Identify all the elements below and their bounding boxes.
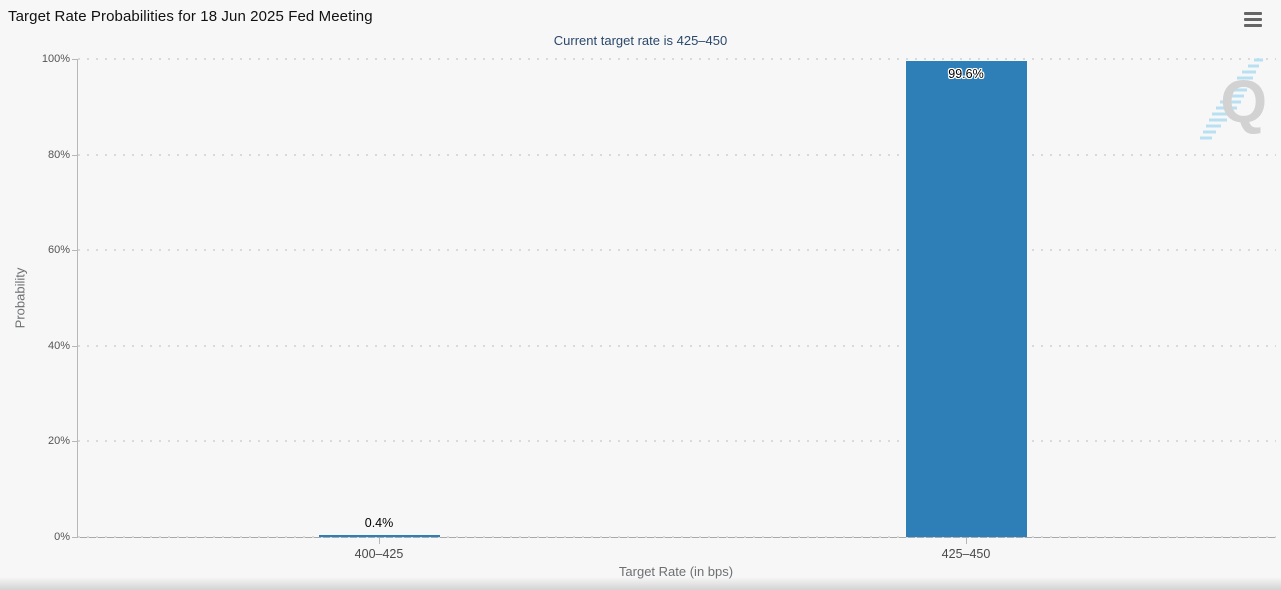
gridline-20 (78, 440, 1276, 443)
y-tick-mark (72, 441, 78, 443)
gridline-60 (78, 249, 1276, 252)
page-title: Target Rate Probabilities for 18 Jun 202… (8, 8, 373, 25)
hamburger-icon (1244, 11, 1266, 27)
gridline-100 (78, 58, 1276, 60)
y-tick-label: 40% (47, 339, 70, 352)
y-tick-mark (72, 537, 78, 538)
bar-400–425[interactable] (318, 535, 440, 537)
y-tick-mark (72, 250, 78, 252)
bar-value-label: 0.4% (364, 516, 394, 530)
watermark-q-letter: Q (1220, 68, 1267, 135)
y-tick-mark (72, 154, 78, 156)
gridline-40 (78, 344, 1276, 347)
x-tick-mark (379, 538, 380, 544)
y-tick-mark (72, 345, 78, 347)
gridline-0 (78, 536, 1276, 538)
y-tick-label: 100% (41, 53, 70, 65)
quikstrike-watermark-logo: Q (1197, 58, 1269, 142)
y-axis-title: Probability (12, 267, 28, 329)
plot-area: 0% 20% 40% 60% 80% 100% 0.4% 400–425 99.6% 425–45… (42, 53, 1276, 561)
y-tick-mark (72, 59, 78, 60)
y-tick-label: 80% (47, 148, 70, 161)
x-tick-label: 425–450 (941, 547, 991, 561)
gridline-80 (78, 153, 1276, 156)
x-tick-label: 400–425 (354, 547, 404, 561)
chart-menu-button[interactable] (1241, 7, 1269, 31)
watermark-lightning-icon (1200, 58, 1263, 140)
bar-value-label: 99.6% (948, 66, 984, 81)
x-tick-mark (966, 538, 967, 544)
y-tick-label: 20% (47, 435, 70, 448)
chart-subtitle: Current target rate is 425–450 (553, 33, 728, 48)
y-tick-label: 60% (47, 244, 70, 257)
bar-425–450[interactable] (905, 60, 1027, 537)
x-axis-title: Target Rate (in bps) (618, 564, 734, 579)
y-tick-label: 0% (54, 531, 70, 543)
footer-gradient (0, 577, 1281, 590)
